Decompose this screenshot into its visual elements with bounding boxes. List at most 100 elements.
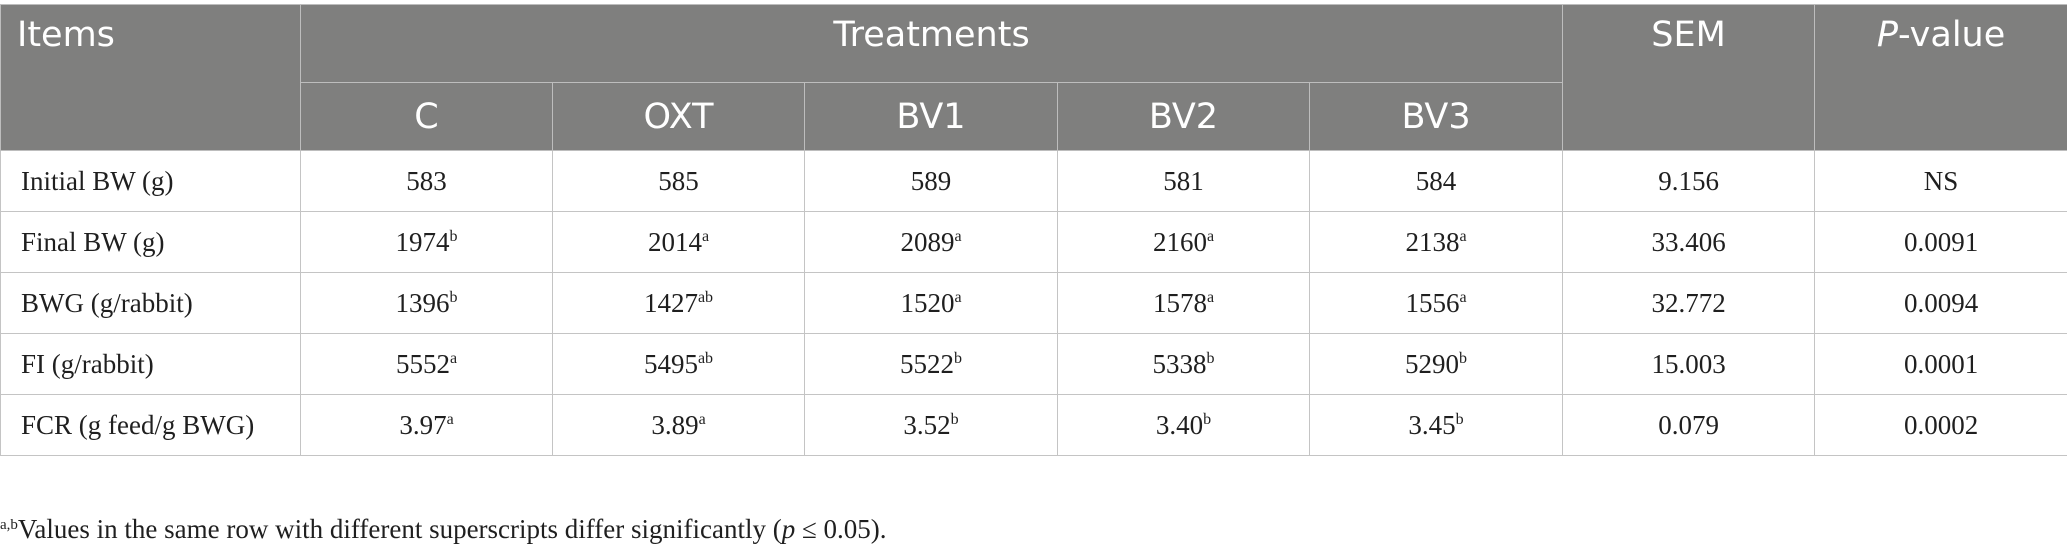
cell-value: 5552 — [395, 348, 450, 379]
cell-value: 581 — [1163, 165, 1204, 196]
value-cell: 2138a — [1308, 211, 1564, 273]
cell-value: 3.40 — [1155, 409, 1204, 440]
cell-value: 3.52 — [903, 409, 951, 440]
footnote: a,bValues in the same row with different… — [0, 514, 887, 545]
table-row: Final BW (g) 1974b 2014a 2089a 2160a 2138a 33.… — [0, 211, 2067, 273]
table-row: Initial BW (g) 583 585 589 581 584 9.156 NS — [0, 150, 2067, 212]
significance-superscript: a — [449, 349, 458, 367]
significance-superscript: b — [1206, 349, 1215, 367]
value-cell: 581 — [1057, 150, 1310, 212]
p-value-cell: NS — [1814, 150, 2067, 212]
value-cell: 1974b — [300, 211, 553, 273]
group-header-bv1: BV1 — [804, 82, 1058, 151]
value-cell: 1427ab — [552, 272, 805, 334]
cell-value: 585 — [658, 165, 699, 196]
row-label: Initial BW (g) — [0, 150, 301, 212]
significance-superscript: ab — [697, 288, 714, 306]
significance-superscript: b — [1203, 410, 1212, 428]
cell-value: 1578 — [1152, 287, 1207, 318]
cell-value: 1974 — [395, 226, 450, 257]
value-cell: 1520a — [804, 272, 1058, 334]
sem-cell: 0.079 — [1562, 394, 1816, 456]
sem-cell: 33.406 — [1562, 211, 1816, 273]
significance-superscript: b — [950, 410, 959, 428]
table-body: Initial BW (g) 583 585 589 581 584 9.156 NS Fina… — [0, 150, 2067, 456]
significance-superscript: b — [449, 227, 458, 245]
value-cell: 3.45b — [1308, 394, 1564, 456]
value-cell: 1556a — [1308, 272, 1564, 334]
row-label: BWG (g/rabbit) — [0, 272, 301, 334]
significance-superscript: a — [954, 288, 962, 306]
group-header-c: C — [300, 82, 553, 151]
significance-superscript: a — [1206, 288, 1215, 306]
sem-header: SEM — [1562, 4, 1816, 151]
group-header-bv3: BV3 — [1308, 82, 1564, 151]
cell-value: 1556 — [1405, 287, 1460, 318]
value-cell: 1396b — [300, 272, 553, 334]
cell-value: 5290 — [1405, 348, 1460, 379]
value-cell: 3.89a — [552, 394, 805, 456]
value-cell: 2089a — [804, 211, 1058, 273]
footnote-text-start: Values in the same row with different su… — [17, 514, 782, 544]
header-row-2: C OXT BV1 BV2 BV3 — [1, 82, 2067, 151]
significance-superscript: a — [1206, 227, 1215, 245]
value-cell: 5522b — [804, 333, 1058, 395]
cell-value: 1396 — [395, 287, 450, 318]
significance-superscript: a — [1459, 227, 1467, 245]
row-label: FI (g/rabbit) — [0, 333, 301, 395]
significance-superscript: a — [698, 410, 706, 428]
cell-value: 5495 — [643, 348, 698, 379]
group-header-oxt: OXT — [552, 82, 805, 151]
results-table: Items Treatments SEM P-value C OXT BV1 B… — [0, 4, 2067, 456]
cell-value: 5338 — [1152, 348, 1207, 379]
row-label: FCR (g feed/g BWG) — [0, 394, 301, 456]
cell-value: 2089 — [900, 226, 955, 257]
value-cell: 3.52b — [804, 394, 1058, 456]
sem-cell: 15.003 — [1562, 333, 1816, 395]
cell-value: 589 — [910, 165, 952, 196]
value-cell: 583 — [300, 150, 553, 212]
significance-superscript: a — [1459, 288, 1467, 306]
value-cell: 2014a — [552, 211, 805, 273]
cell-value: 2160 — [1152, 226, 1207, 257]
items-header: Items — [0, 4, 301, 151]
p-value-cell: 0.0091 — [1814, 211, 2067, 273]
sem-cell: 32.772 — [1562, 272, 1816, 334]
header-row-1: Items Treatments SEM P-value — [0, 4, 2067, 151]
p-value-header: P-value — [1814, 4, 2067, 151]
table-row: FI (g/rabbit) 5552a 5495ab 5522b 5338b 5290b 1… — [0, 333, 2067, 395]
cell-value: 3.89 — [651, 409, 699, 440]
table-row: FCR (g feed/g BWG) 3.97a 3.89a 3.52b 3.40b 3.… — [0, 394, 2067, 456]
treatments-header: Treatments — [299, 4, 1564, 83]
footnote-p-symbol: p — [781, 514, 796, 544]
p-value-cell: 0.0001 — [1814, 333, 2067, 395]
cell-value: 5522 — [900, 348, 954, 379]
cell-value: 3.45 — [1408, 409, 1456, 440]
cell-value: 583 — [406, 165, 447, 196]
value-cell: 5552a — [300, 333, 553, 395]
significance-superscript: a — [954, 227, 962, 245]
footnote-superscript: a,b — [0, 517, 18, 533]
value-cell: 3.97a — [300, 394, 553, 456]
value-cell: 5495ab — [552, 333, 805, 395]
significance-superscript: a — [446, 410, 454, 428]
cell-value: 2138 — [1405, 226, 1460, 257]
value-cell: 5338b — [1057, 333, 1310, 395]
value-cell: 2160a — [1057, 211, 1310, 273]
significance-superscript: b — [449, 288, 458, 306]
cell-value: 2014 — [647, 226, 702, 257]
value-cell: 589 — [804, 150, 1058, 212]
value-cell: 3.40b — [1057, 394, 1310, 456]
significance-superscript: b — [1459, 349, 1468, 367]
cell-value: 3.97 — [399, 409, 447, 440]
significance-superscript: a — [701, 227, 710, 245]
significance-superscript: b — [954, 349, 962, 367]
cell-value: 1427 — [643, 287, 698, 318]
table-row: BWG (g/rabbit) 1396b 1427ab 1520a 1578a 1556a… — [0, 272, 2067, 334]
footnote-text-end: ≤ 0.05). — [795, 514, 887, 544]
row-label: Final BW (g) — [0, 211, 301, 273]
cell-value: 1520 — [900, 287, 955, 318]
value-cell: 5290b — [1308, 333, 1564, 395]
p-value-cell: 0.0094 — [1814, 272, 2067, 334]
significance-superscript: b — [1455, 410, 1464, 428]
